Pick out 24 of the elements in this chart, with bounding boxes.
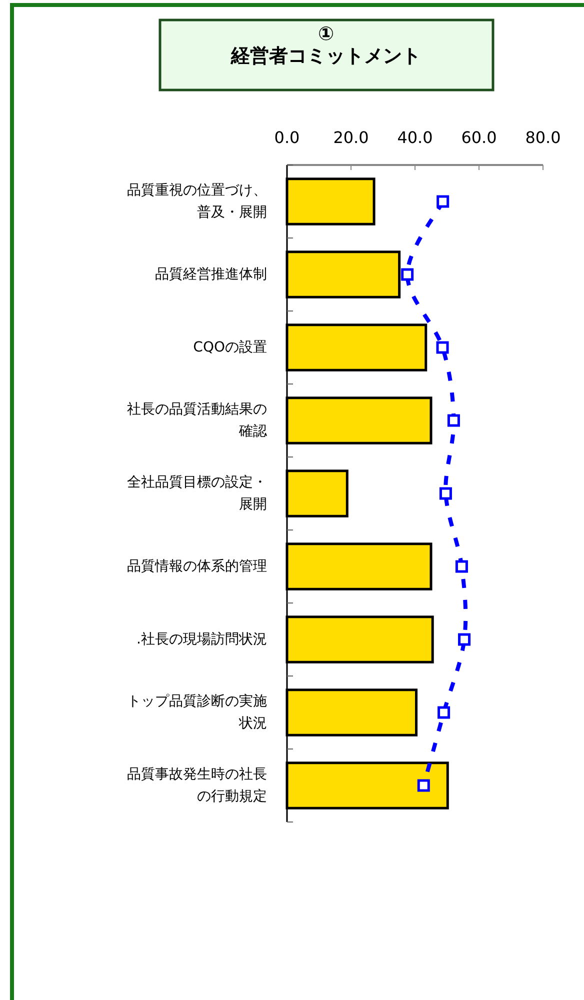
point (438, 706, 450, 719)
point (417, 779, 430, 792)
y-tick-label: .社長の現場訪問状況 (136, 631, 267, 648)
x-tick-label: 20.0 (333, 128, 369, 147)
point (436, 195, 450, 208)
y-tick-label: 品質事故発生時の社長の行動規定 (127, 766, 267, 804)
point (447, 414, 460, 427)
y-tick-label: 品質経営推進体制 (155, 266, 267, 282)
point (439, 487, 452, 500)
y-tick-label: 品質情報の体系的管理 (127, 558, 267, 574)
y-tick-label: CQOの設置 (193, 339, 267, 356)
y-tick-label: 品質重視の位置づけ、普及・展開 (127, 182, 267, 220)
x-tick-label: 0.0 (274, 128, 300, 147)
point (401, 268, 414, 281)
y-tick-label: 全社品質目標の設定・展開 (127, 474, 267, 512)
x-tick-label: 40.0 (397, 128, 433, 147)
x-tick-label: 80.0 (525, 128, 561, 147)
y-tick-label: 社長の品質活動結果の確認 (127, 401, 267, 440)
x-tick-label: 60.0 (461, 128, 497, 147)
y-tick-label: トップ品質診断の実施状況 (127, 693, 267, 732)
chart-title: ① 経営者コミットメント (230, 23, 421, 68)
point (455, 560, 468, 573)
point (436, 341, 449, 354)
point (458, 633, 471, 646)
